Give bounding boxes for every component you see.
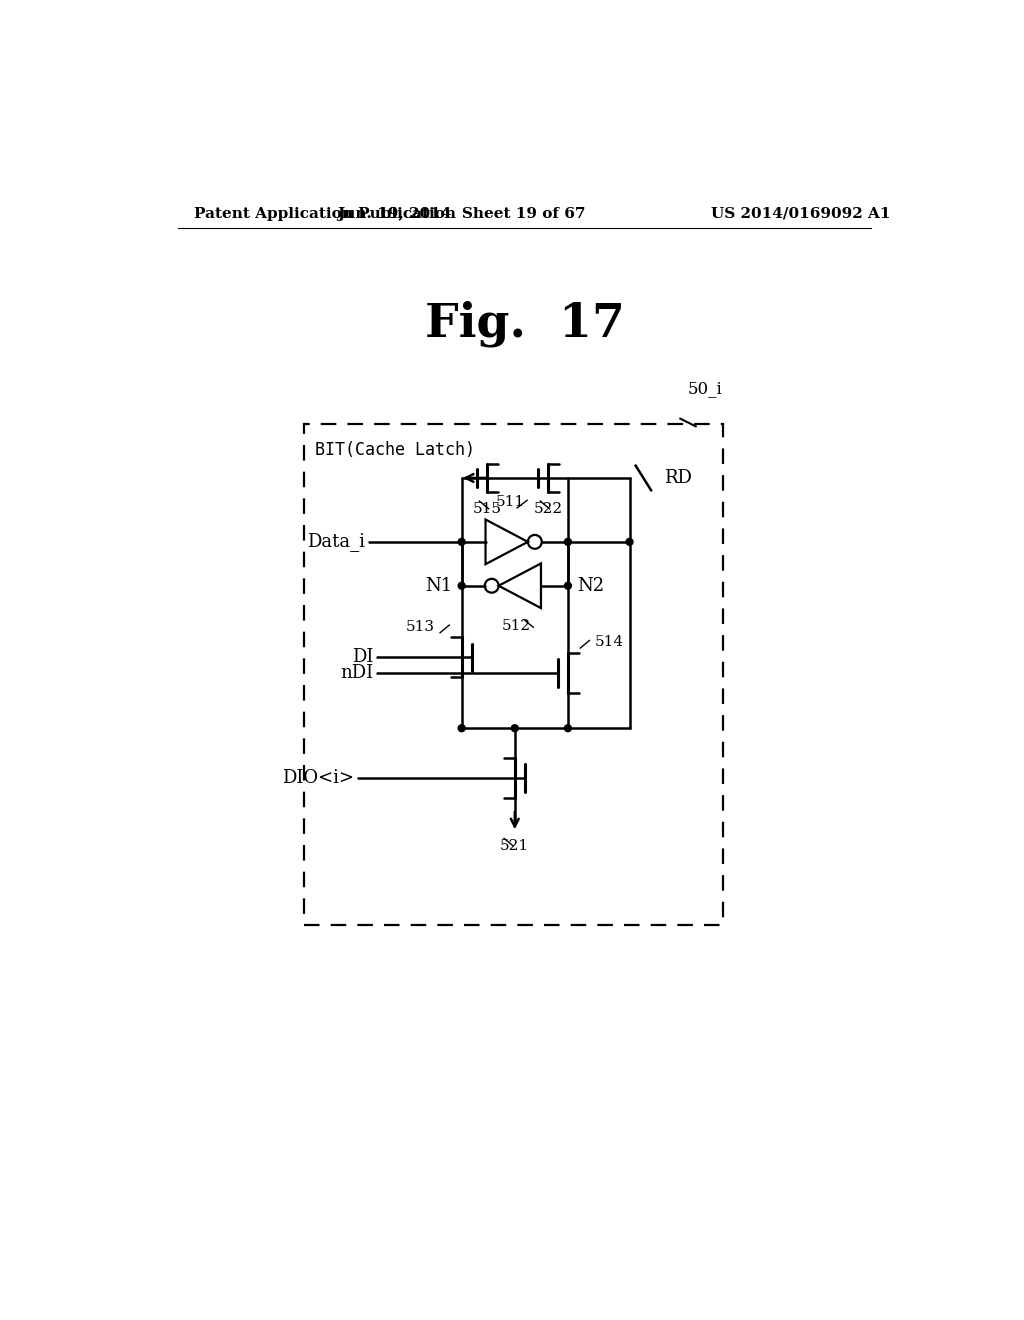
Text: Jun. 19, 2014  Sheet 19 of 67: Jun. 19, 2014 Sheet 19 of 67 xyxy=(338,207,586,220)
Text: N2: N2 xyxy=(578,577,604,595)
Circle shape xyxy=(564,539,571,545)
Text: Patent Application Publication: Patent Application Publication xyxy=(194,207,456,220)
Text: 514: 514 xyxy=(595,635,624,649)
Text: 522: 522 xyxy=(534,502,562,516)
Text: N1: N1 xyxy=(425,577,453,595)
Text: Fig.  17: Fig. 17 xyxy=(425,301,625,347)
Text: 50_i: 50_i xyxy=(688,380,723,397)
Text: Data_i: Data_i xyxy=(307,532,366,552)
Text: nDI: nDI xyxy=(340,664,373,681)
Text: BIT(Cache Latch): BIT(Cache Latch) xyxy=(314,441,474,459)
Text: 521: 521 xyxy=(501,840,529,853)
Circle shape xyxy=(511,725,518,731)
Text: DIO<i>: DIO<i> xyxy=(282,770,354,787)
Text: 513: 513 xyxy=(406,619,435,634)
Circle shape xyxy=(564,582,571,589)
Circle shape xyxy=(626,539,633,545)
Text: 515: 515 xyxy=(472,502,502,516)
Text: RD: RD xyxy=(665,469,692,487)
Text: US 2014/0169092 A1: US 2014/0169092 A1 xyxy=(711,207,890,220)
Text: 512: 512 xyxy=(502,619,530,632)
Text: DI: DI xyxy=(351,648,373,667)
Text: 511: 511 xyxy=(496,495,524,508)
Circle shape xyxy=(458,582,465,589)
Circle shape xyxy=(458,539,465,545)
Circle shape xyxy=(564,725,571,731)
Circle shape xyxy=(458,725,465,731)
